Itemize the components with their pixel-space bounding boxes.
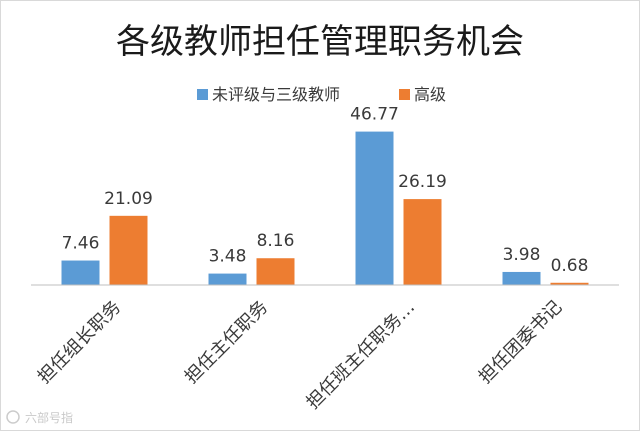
bars-group xyxy=(61,131,589,285)
watermark-text: 六部号指 xyxy=(25,410,73,425)
data-labels-group: 7.46 21.09 3.48 8.16 46.77 26.19 3.98 0.68 xyxy=(62,105,589,276)
legend-label-series-2: 高级 xyxy=(414,85,446,104)
bar-series-2-cat-4 xyxy=(550,282,589,285)
watermark-logo-icon xyxy=(6,410,20,424)
data-label-series-1-cat-3: 46.77 xyxy=(350,105,399,125)
category-labels-group: 担任组长职务 担任主任职务 担任班主任职务… 担任团委书记 xyxy=(34,297,566,414)
legend-swatch-series-2 xyxy=(399,89,410,100)
data-label-series-1-cat-4: 3.98 xyxy=(503,245,541,265)
chart-title: 各级教师担任管理职务机会 xyxy=(116,22,524,62)
category-label-4: 担任团委书记 xyxy=(475,297,566,388)
bar-series-2-cat-1 xyxy=(109,215,148,285)
category-label-3: 担任班主任职务… xyxy=(302,297,419,414)
bar-series-2-cat-2 xyxy=(256,258,295,285)
data-label-series-2-cat-3: 26.19 xyxy=(398,172,447,192)
data-label-series-2-cat-4: 0.68 xyxy=(551,256,589,276)
watermark: 六部号指 xyxy=(6,410,73,425)
data-label-series-2-cat-1: 21.09 xyxy=(104,189,153,209)
data-label-series-2-cat-2: 8.16 xyxy=(257,231,295,251)
bar-series-1-cat-2 xyxy=(208,273,247,285)
legend-swatch-series-1 xyxy=(197,89,208,100)
bar-series-2-cat-3 xyxy=(403,199,442,285)
data-label-series-1-cat-1: 7.46 xyxy=(62,234,100,254)
category-label-2: 担任主任职务 xyxy=(181,297,272,388)
legend: 未评级与三级教师 高级 xyxy=(197,85,446,104)
category-label-1: 担任组长职务 xyxy=(34,297,125,388)
data-label-series-1-cat-2: 3.48 xyxy=(209,247,247,267)
bar-series-1-cat-1 xyxy=(61,260,100,285)
bar-series-1-cat-3 xyxy=(355,131,394,285)
legend-label-series-1: 未评级与三级教师 xyxy=(212,85,340,104)
bar-series-1-cat-4 xyxy=(502,271,541,285)
